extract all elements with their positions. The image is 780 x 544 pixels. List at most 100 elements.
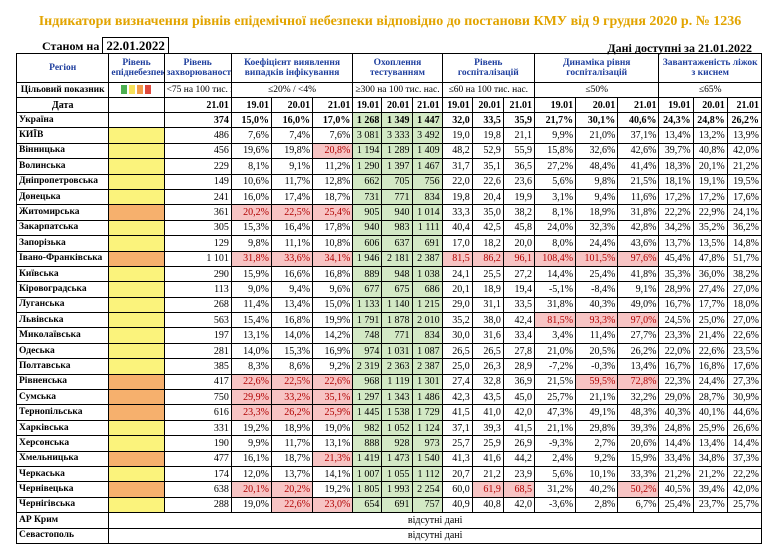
hospital-value: 18,2 <box>471 235 504 252</box>
beds-value: 21,4% <box>692 327 728 344</box>
beds-value: 40,5% <box>658 481 694 498</box>
testing-value: 1 031 <box>381 342 413 360</box>
beds-value: 24,1% <box>726 204 763 221</box>
detection-value: 9,0% <box>230 281 272 298</box>
hosp-dynamics-value: 15,9% <box>617 450 660 467</box>
detection-value: 12,0% <box>230 465 272 483</box>
header-incidence: Рівень захворюваності <box>163 53 232 83</box>
hosp-dynamics-value: 20,6% <box>617 435 660 452</box>
hosp-dynamics-value: 9,1% <box>617 281 660 298</box>
hosp-dynamics-value: 31,2% <box>533 481 577 498</box>
header-region: Регіон <box>15 53 110 83</box>
hosp-dynamics-value: 31,8% <box>617 204 660 221</box>
hosp-dynamics-value: 48,4% <box>575 158 619 175</box>
testing-value: 691 <box>411 235 443 252</box>
detection-value: 15,4% <box>230 312 272 329</box>
hospital-value: 21,1 <box>502 127 535 144</box>
hosp-dynamics-value: 21,7% <box>533 111 577 129</box>
table-row: Україна 374 15,0% 16,0% 17,0% 1 268 1 349 1 447… <box>15 111 763 129</box>
hospital-value: 21,2 <box>471 465 504 483</box>
hospital-value: 40,8 <box>471 496 504 514</box>
beds-value: 21,2% <box>692 465 728 483</box>
region-name: Чернігівська <box>15 496 110 514</box>
detection-value: 25,4% <box>312 204 354 221</box>
detection-value: 11,1% <box>270 235 314 252</box>
testing-value: 2 387 <box>411 358 443 375</box>
detection-value: 13,1% <box>230 327 272 344</box>
testing-value: 1 112 <box>411 465 443 483</box>
header-target: Цільовий показник <box>15 82 110 98</box>
hospital-value: 20,7 <box>441 465 473 483</box>
detection-value: 31,8% <box>230 250 272 267</box>
header-hospital: Рівень госпіталізацій <box>441 53 535 83</box>
testing-value: 1 289 <box>381 142 413 160</box>
testing-value: 1 445 <box>352 404 383 421</box>
date-hospital: 19.01 <box>441 97 473 113</box>
region-name: Рівненська <box>15 373 110 391</box>
detection-value: 9,2% <box>312 358 354 375</box>
region-name: Черкаська <box>15 465 110 483</box>
testing-value: 1 540 <box>411 450 443 467</box>
date-hosp-dynamics: 19.01 <box>533 97 577 113</box>
legend-dot <box>121 84 128 94</box>
table-row: Вінницька 456 19,6% 19,8% 20,8% 1 194 1 289 1 4… <box>15 142 763 160</box>
hospital-value: 60,0 <box>441 481 473 498</box>
detection-value: 35,1% <box>312 389 354 406</box>
beds-value: 16,7% <box>658 296 694 314</box>
date-hospital: 20.01 <box>471 97 504 113</box>
table-row: Одеська 281 14,0% 15,3% 16,9% 974 1 031 1 087 26… <box>15 342 763 360</box>
detection-value: 17,8% <box>312 219 354 237</box>
testing-value: 1 946 <box>352 250 383 267</box>
hosp-dynamics-value: 21,5% <box>617 173 660 190</box>
hospital-value: 22,6 <box>471 173 504 190</box>
hosp-dynamics-value: 20,5% <box>575 342 619 360</box>
testing-value: 928 <box>381 435 413 452</box>
region-name: Закарпатська <box>15 219 110 237</box>
detection-value: 18,9% <box>270 419 314 437</box>
hospital-value: 26,5 <box>441 342 473 360</box>
beds-value: 40,8% <box>692 142 728 160</box>
incidence-value: 486 <box>163 127 232 144</box>
incidence-value: 305 <box>163 219 232 237</box>
region-name: Львівська <box>15 312 110 329</box>
header-row-targets: Цільовий показник <75 на 100 тис. нас. ≤… <box>15 82 762 98</box>
hosp-dynamics-value: 40,6% <box>617 111 660 129</box>
hosp-dynamics-value: 32,6% <box>575 142 619 160</box>
beds-value: 17,6% <box>726 188 763 206</box>
beds-value: 34,2% <box>658 219 694 237</box>
hosp-dynamics-value: 11,4% <box>575 327 619 344</box>
hospital-value: 42,4 <box>502 312 535 329</box>
table-row: Львівська 563 15,4% 16,8% 19,9% 1 791 1 878 2 0… <box>15 312 763 329</box>
detection-value: 21,3% <box>312 450 354 467</box>
hosp-dynamics-value: 8,1% <box>533 204 577 221</box>
hosp-dynamics-value: 21,0% <box>575 127 619 144</box>
target-hosp-dynamics: ≤50% <box>533 82 660 98</box>
hosp-dynamics-value: 2,8% <box>575 496 619 514</box>
region-name: Україна <box>15 111 110 129</box>
beds-value: 24,3% <box>658 111 694 129</box>
testing-value: 889 <box>352 265 383 283</box>
testing-value: 888 <box>352 435 383 452</box>
hospital-value: 23,9 <box>502 465 535 483</box>
hosp-dynamics-value: 50,2% <box>617 481 660 498</box>
table-row: Івано-Франківська 1 101 31,8% 33,6% 34,1% 1 9… <box>15 250 763 267</box>
beds-value: 29,0% <box>658 389 694 406</box>
danger-level-cell <box>108 281 165 298</box>
detection-value: 16,0% <box>270 111 314 129</box>
hospital-value: 20,1 <box>441 281 473 298</box>
region-name: Миколаївська <box>15 327 110 344</box>
testing-value: 1 297 <box>352 389 383 406</box>
testing-value: 834 <box>411 188 443 206</box>
hosp-dynamics-value: 32,3% <box>575 219 619 237</box>
beds-value: 40,3% <box>658 404 694 421</box>
region-name: Одеська <box>15 342 110 360</box>
hospital-value: 35,0 <box>471 204 504 221</box>
hosp-dynamics-value: 49,0% <box>617 296 660 314</box>
region-name: Івано-Франківська <box>15 250 110 267</box>
detection-value: 15,0% <box>230 111 272 129</box>
hosp-dynamics-value: 40,2% <box>575 481 619 498</box>
date-hosp-dynamics: 20.01 <box>575 97 619 113</box>
table-row: Рівненська 417 22,6% 22,5% 22,6% 968 1 119 1 30… <box>15 373 763 391</box>
testing-value: 1 473 <box>381 450 413 467</box>
detection-value: 18,7% <box>270 450 314 467</box>
